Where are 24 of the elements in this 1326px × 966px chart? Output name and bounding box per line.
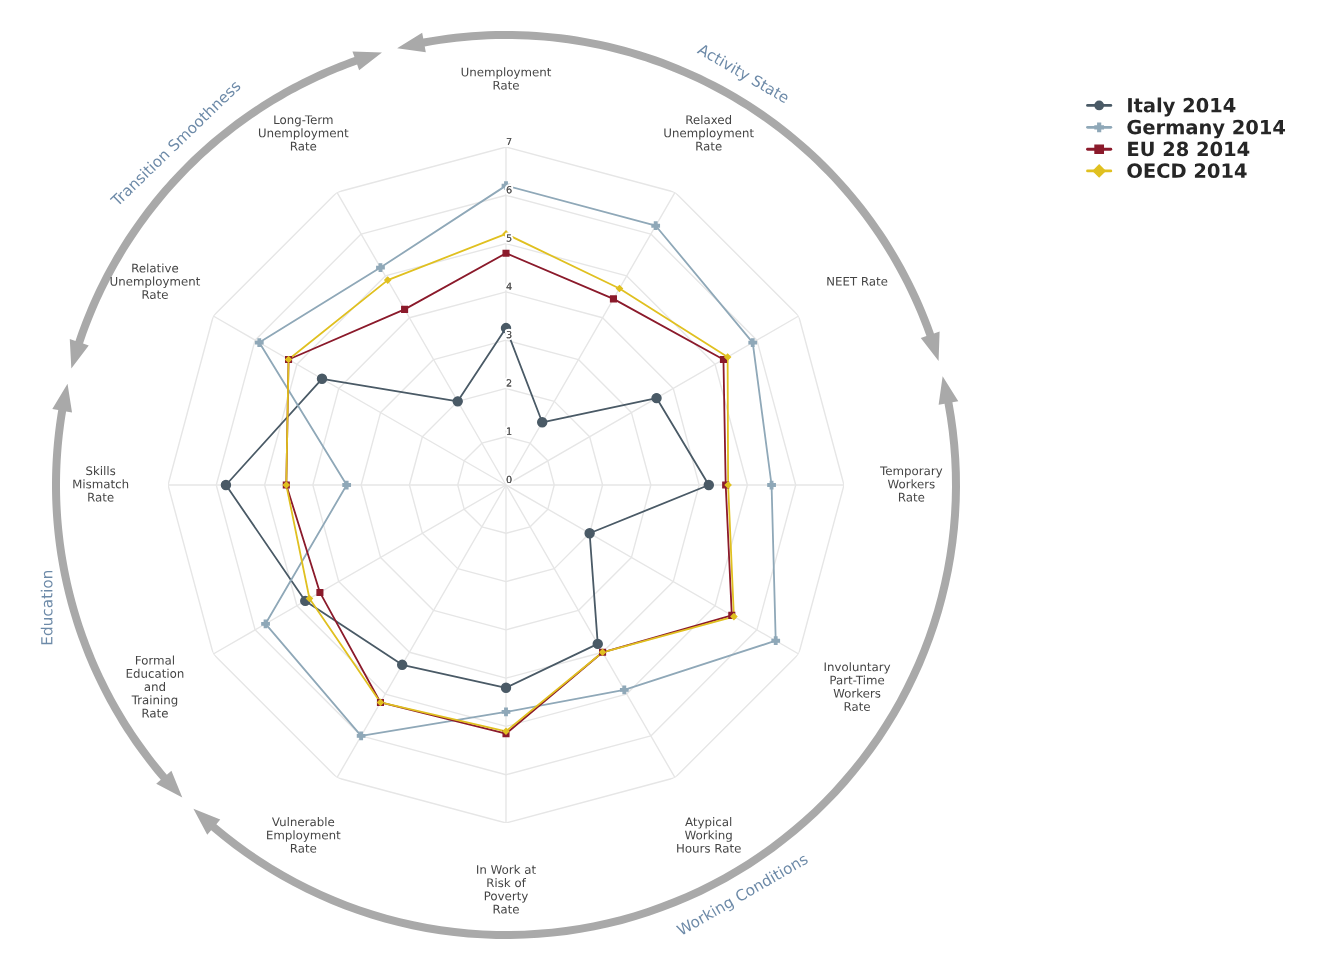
y-tick-label: 2 xyxy=(506,379,512,387)
spoke-label: Involuntary Part-Time Workers Rate xyxy=(824,662,891,711)
y-tick-label: 5 xyxy=(506,234,512,242)
spoke-label: In Work at Risk of Poverty Rate xyxy=(477,864,536,914)
legend-label: Italy 2014 xyxy=(1128,97,1236,117)
text: Education xyxy=(40,570,53,645)
legend-label: OECD 2014 xyxy=(1127,163,1247,179)
spoke-label: Long-Term Unemployment Rate xyxy=(258,115,349,151)
spoke-label: Vulnerable Employment Rate xyxy=(267,817,341,853)
y-tick-label: 1 xyxy=(507,427,512,435)
spoke-label: Temporary Workers Rate xyxy=(880,466,943,502)
spoke-label: Unemployment Rate xyxy=(461,67,552,90)
spoke-label: Formal Education and Training Rate xyxy=(126,655,184,718)
spoke-label: Relaxed Unemployment Rate xyxy=(664,115,754,151)
y-tick-label: 7 xyxy=(506,137,512,145)
y-tick-label: 4 xyxy=(506,282,512,290)
legend-label: Germany 2014 xyxy=(1127,119,1286,139)
y-tick-label: 0 xyxy=(506,475,512,484)
spoke-label: Relative Unemployment Rate xyxy=(110,263,201,299)
legend-label: EU 28 2014 xyxy=(1128,141,1250,157)
spoke-label: Skills Mismatch Rate xyxy=(73,466,129,502)
y-tick-label: 6 xyxy=(506,186,512,194)
spoke-label: NEET Rate xyxy=(827,276,888,286)
spoke-label: Atypical Working Hours Rate xyxy=(677,817,741,853)
